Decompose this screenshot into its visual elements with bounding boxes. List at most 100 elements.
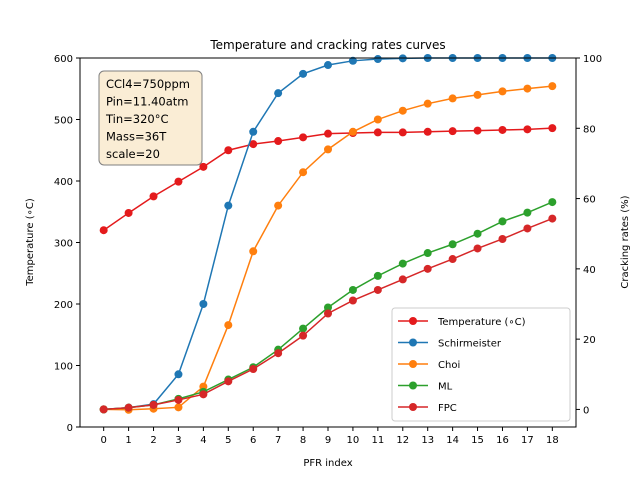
legend-item: Choi: [398, 360, 460, 371]
x-tick-label: 11: [371, 435, 384, 446]
y-right-tick-label: 20: [583, 335, 596, 346]
legend-item: FPC: [398, 403, 457, 414]
x-tick-label: 4: [200, 435, 206, 446]
data-point: [373, 115, 382, 124]
legend-swatch-marker: [409, 317, 417, 325]
legend-label: Temperature (∘C): [437, 317, 526, 328]
data-point: [249, 127, 258, 136]
data-point: [473, 244, 482, 253]
x-tick-label: 10: [347, 435, 360, 446]
data-point: [348, 127, 357, 136]
data-point: [274, 89, 283, 98]
x-tick-label: 5: [225, 435, 231, 446]
data-point: [224, 146, 233, 155]
data-point: [348, 285, 357, 294]
data-point: [398, 106, 407, 115]
legend-label: FPC: [438, 403, 457, 414]
x-tick-label: 7: [275, 435, 281, 446]
info-box-line: Mass=36T: [106, 130, 167, 144]
x-tick-label: 6: [250, 435, 256, 446]
data-point: [373, 285, 382, 294]
series-layer: [99, 54, 557, 414]
y-right-tick-label: 0: [583, 405, 589, 416]
data-point: [174, 403, 183, 412]
data-point: [423, 127, 432, 136]
data-point: [249, 247, 258, 256]
data-point: [473, 126, 482, 135]
data-point: [324, 61, 332, 70]
x-tick-label: 16: [496, 435, 509, 446]
data-point: [473, 229, 482, 238]
x-tick-label: 8: [300, 435, 306, 446]
legend: Temperature (∘C) Schirmeister Choi ML FPC: [391, 307, 571, 422]
y-left-tick-label: 100: [54, 362, 73, 373]
data-point: [324, 129, 332, 138]
info-box-line: scale=20: [106, 147, 160, 161]
info-box-line: Tin=320°C: [105, 112, 169, 126]
data-point: [324, 303, 332, 312]
chart-title: Temperature and cracking rates curves: [209, 38, 445, 52]
y-left-tick-label: 600: [54, 54, 73, 65]
legend-item: Temperature (∘C): [398, 317, 526, 328]
data-point: [199, 300, 208, 308]
data-point: [299, 133, 308, 142]
data-point: [174, 177, 183, 186]
y-axis-left: 0 100 200 300 400 500 600: [54, 54, 80, 434]
data-point: [498, 87, 507, 96]
data-point: [249, 365, 258, 374]
x-tick-label: 12: [396, 435, 409, 446]
data-point: [124, 208, 133, 217]
y-axis-right: 0 20 40 60 80 100: [576, 54, 602, 416]
x-tick-label: 15: [471, 435, 484, 446]
x-tick-label: 9: [325, 435, 331, 446]
x-tick-label: 3: [175, 435, 181, 446]
y-left-tick-label: 300: [54, 239, 73, 250]
x-tick-label: 2: [150, 435, 156, 446]
data-point: [299, 69, 308, 78]
data-point: [373, 128, 382, 137]
data-point: [324, 309, 332, 318]
data-point: [498, 217, 507, 226]
data-point: [224, 377, 233, 386]
data-point: [99, 226, 108, 235]
x-tick-label: 17: [521, 435, 534, 446]
data-point: [373, 271, 382, 280]
data-point: [423, 264, 432, 273]
y-left-tick-label: 0: [67, 423, 73, 434]
data-point: [498, 125, 507, 134]
series-temperature-c: [99, 124, 557, 235]
legend-label: Choi: [438, 360, 460, 371]
info-box-line: CCl4=750ppm: [106, 77, 190, 91]
data-point: [448, 240, 457, 249]
data-point: [423, 99, 432, 108]
data-point: [124, 403, 133, 412]
data-point: [398, 128, 407, 137]
data-point: [199, 390, 208, 399]
data-point: [274, 349, 283, 358]
legend-swatch-marker: [409, 403, 417, 411]
data-point: [423, 249, 432, 258]
data-point: [149, 400, 158, 409]
y-axis-right-label: Cracking rates (%): [620, 195, 631, 288]
legend-item: ML: [398, 381, 453, 393]
data-point: [224, 201, 233, 210]
info-box: CCl4=750ppm Pin=11.40atm Tin=320°C Mass=36T…: [98, 70, 203, 166]
x-tick-label: 0: [100, 435, 106, 446]
legend-swatch-marker: [409, 360, 417, 368]
x-axis: 0 1 2 3 4 5 6 7 8 9 10 11 12 13 14 15 16 17 18: [100, 427, 559, 446]
y-left-tick-label: 400: [54, 177, 73, 188]
y-right-tick-label: 40: [583, 265, 596, 276]
data-point: [498, 234, 507, 243]
data-point: [299, 331, 308, 340]
data-point: [398, 275, 407, 284]
data-point: [324, 145, 332, 154]
data-point: [373, 55, 382, 64]
data-point: [523, 224, 532, 233]
x-tick-label: 1: [125, 435, 131, 446]
data-point: [348, 56, 357, 65]
y-axis-left-label: Temperature (∘C): [25, 198, 36, 287]
legend-swatch-marker: [409, 381, 417, 390]
data-point: [548, 198, 557, 207]
y-right-tick-label: 60: [583, 195, 596, 206]
